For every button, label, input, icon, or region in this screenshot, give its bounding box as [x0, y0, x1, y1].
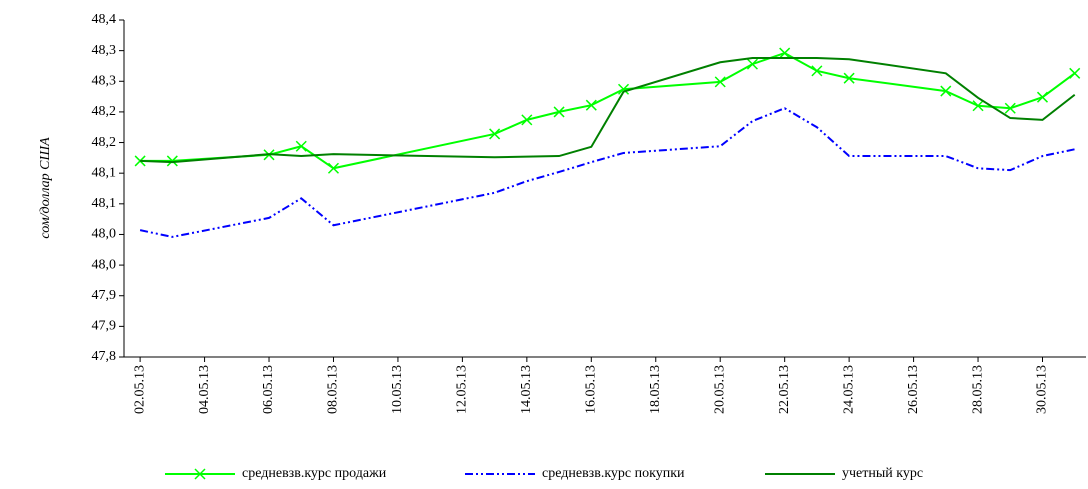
legend-label: учетный курс	[842, 466, 923, 481]
marker	[714, 76, 726, 88]
marker	[166, 155, 178, 167]
marker-x	[940, 85, 952, 97]
x-tick-label: 30.05.13	[1035, 365, 1050, 414]
y-tick-label: 47,8	[92, 349, 117, 364]
marker-x	[843, 72, 855, 84]
y-tick-label: 47,9	[92, 288, 117, 303]
y-tick-label: 48,1	[92, 165, 117, 180]
x-tick-label: 10.05.13	[390, 365, 405, 414]
marker	[585, 99, 597, 111]
legend-label: средневзв.курс продажи	[242, 466, 387, 481]
y-tick-label: 48,4	[92, 12, 117, 27]
marker-x	[746, 58, 758, 70]
y-tick-label: 48,3	[92, 43, 117, 58]
y-axis-label: сом/доллар США	[38, 137, 53, 239]
x-tick-label: 04.05.13	[197, 365, 212, 414]
x-tick-label: 12.05.13	[455, 365, 470, 414]
y-tick-label: 48,2	[92, 135, 117, 150]
marker-x	[618, 83, 630, 95]
y-tick-label: 48,3	[92, 73, 117, 88]
marker	[618, 83, 630, 95]
marker-x	[779, 47, 791, 59]
marker	[1004, 102, 1016, 114]
x-tick-label: 06.05.13	[261, 365, 276, 414]
marker-x	[714, 76, 726, 88]
x-tick-label: 22.05.13	[777, 365, 792, 414]
x-tick-label: 08.05.13	[326, 365, 341, 414]
legend-label: средневзв.курс покупки	[542, 466, 685, 481]
marker-x	[1036, 91, 1049, 103]
x-tick-label: 20.05.13	[712, 365, 727, 414]
series-line	[140, 56, 1076, 164]
marker	[746, 58, 758, 70]
marker	[972, 100, 984, 112]
marker	[327, 162, 340, 174]
marker	[1069, 67, 1081, 79]
marker-x	[166, 155, 178, 167]
marker-x	[553, 106, 565, 118]
marker-x	[1069, 67, 1081, 79]
y-tick-label: 48,0	[92, 227, 117, 242]
marker	[521, 114, 533, 126]
marker-x	[295, 140, 307, 152]
x-tick-label: 24.05.13	[841, 365, 856, 414]
series-line	[140, 51, 1076, 170]
marker	[843, 72, 855, 84]
y-tick-label: 48,1	[92, 196, 117, 211]
marker-x	[585, 99, 597, 111]
series-line	[139, 107, 1075, 238]
marker	[295, 140, 307, 152]
x-tick-label: 26.05.13	[906, 365, 921, 414]
marker-x	[194, 468, 206, 480]
marker-x	[1004, 102, 1016, 114]
y-tick-label: 48,2	[92, 104, 117, 119]
x-tick-label: 18.05.13	[648, 365, 663, 414]
marker-x	[489, 128, 501, 140]
marker	[940, 85, 952, 97]
marker	[1036, 91, 1049, 103]
marker	[489, 128, 501, 140]
marker-x	[811, 65, 823, 77]
y-tick-label: 47,9	[92, 319, 117, 334]
marker-x	[327, 162, 340, 174]
marker	[194, 468, 206, 480]
marker-x	[972, 100, 984, 112]
marker	[779, 47, 791, 59]
x-tick-label: 14.05.13	[519, 365, 534, 414]
marker	[811, 65, 823, 77]
x-tick-label: 16.05.13	[584, 365, 599, 414]
marker-x	[521, 114, 533, 126]
x-tick-label: 28.05.13	[970, 365, 985, 414]
y-tick-label: 48,0	[92, 257, 117, 272]
x-tick-label: 02.05.13	[132, 365, 147, 414]
marker	[553, 106, 565, 118]
